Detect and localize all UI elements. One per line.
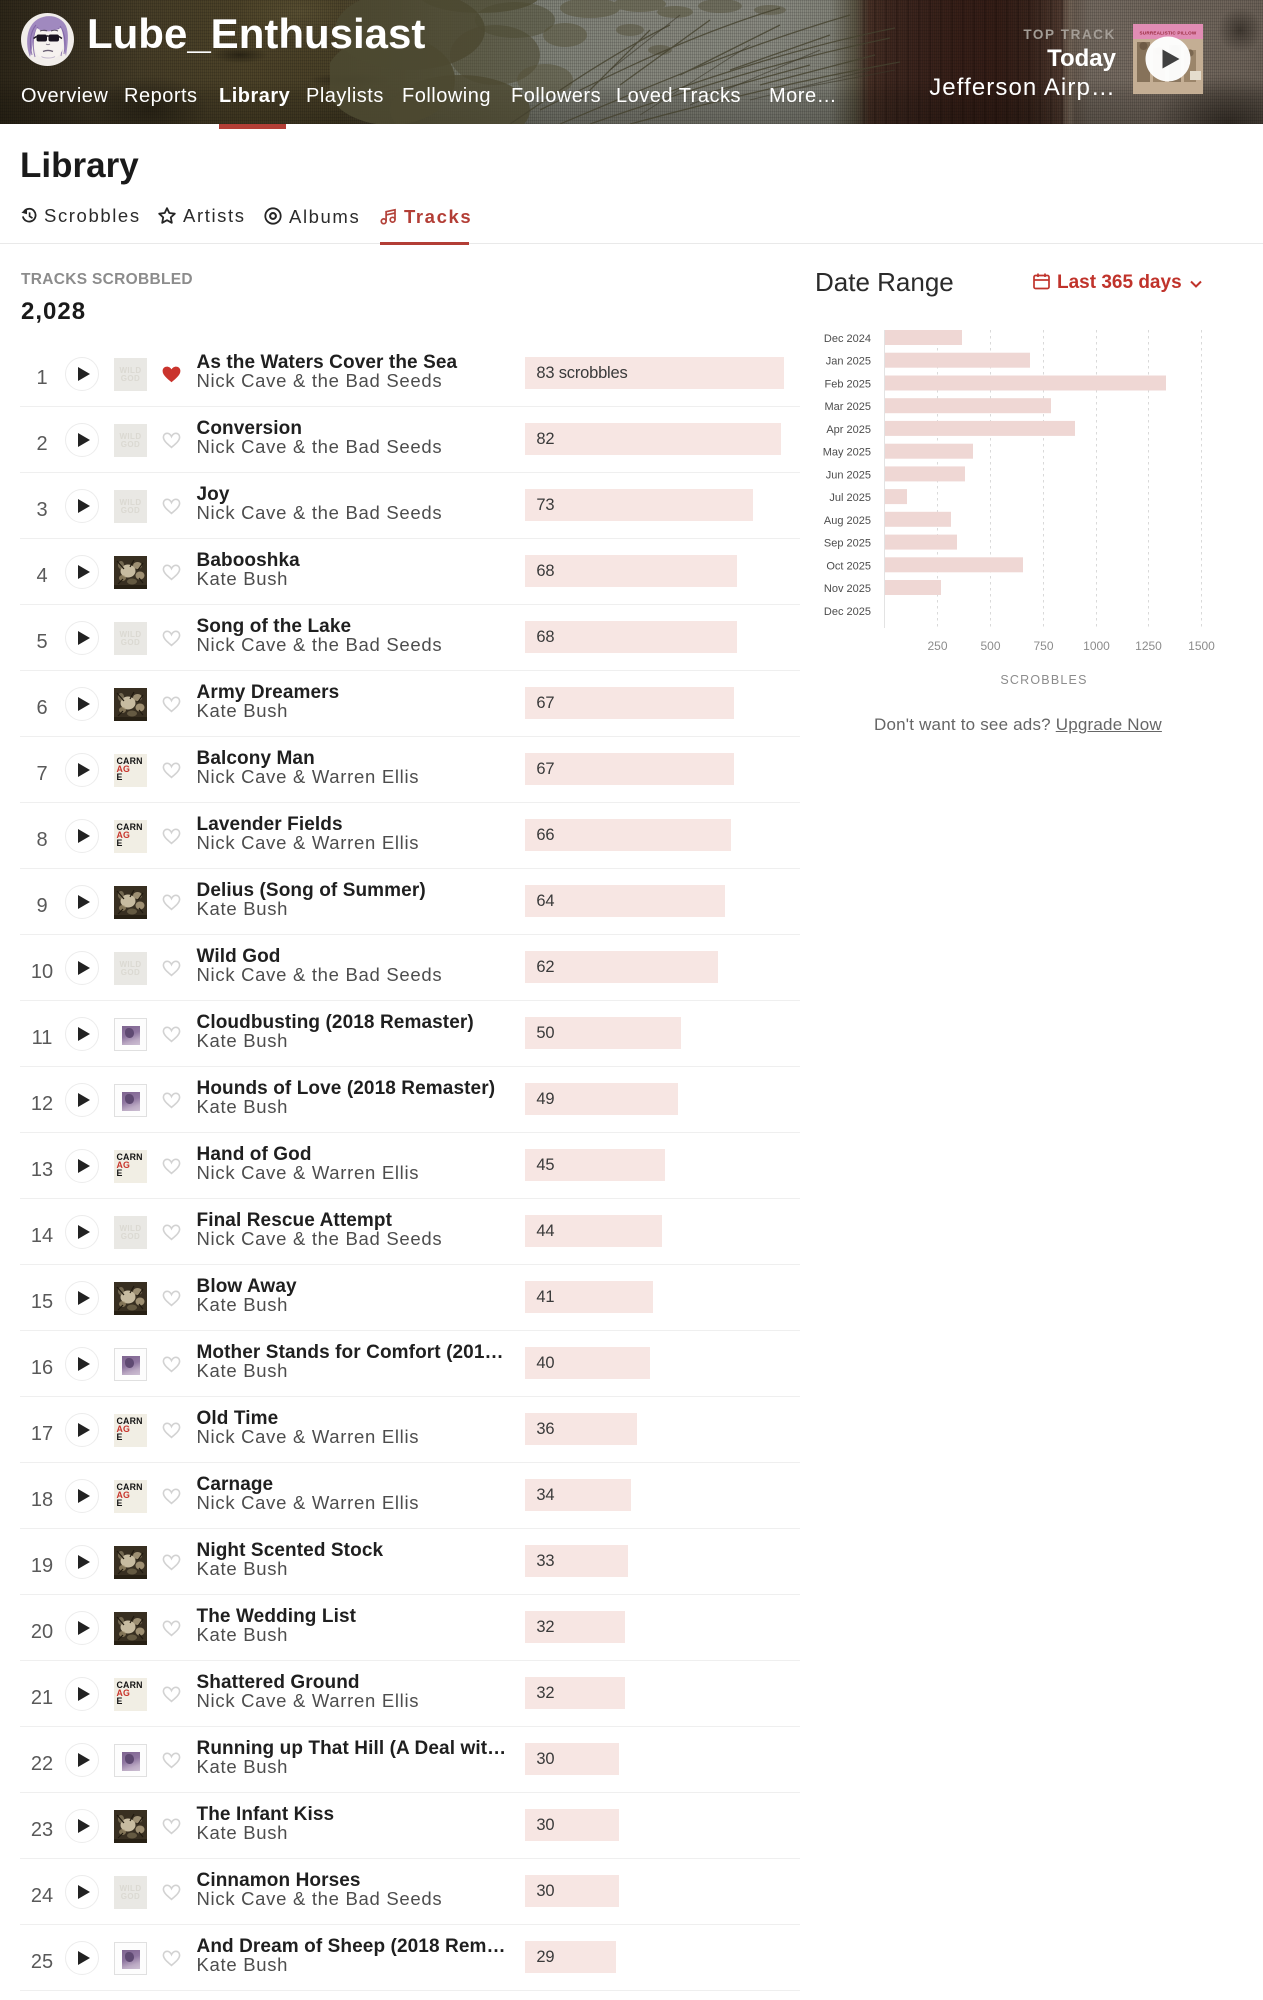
svg-text:Jul 2025: Jul 2025 xyxy=(829,492,871,504)
svg-text:Dec 2025: Dec 2025 xyxy=(824,606,871,618)
svg-text:SCROBBLES: SCROBBLES xyxy=(1000,673,1087,687)
svg-text:1500: 1500 xyxy=(1188,639,1215,653)
svg-text:Apr 2025: Apr 2025 xyxy=(826,424,871,436)
svg-text:Jan 2025: Jan 2025 xyxy=(826,356,871,368)
svg-text:1250: 1250 xyxy=(1135,639,1162,653)
svg-text:500: 500 xyxy=(980,639,1000,653)
svg-text:1000: 1000 xyxy=(1083,639,1110,653)
svg-text:Sep 2025: Sep 2025 xyxy=(824,538,871,550)
svg-text:Feb 2025: Feb 2025 xyxy=(825,379,871,391)
svg-text:SURREALISTIC PILLOW: SURREALISTIC PILLOW xyxy=(1140,31,1197,36)
svg-text:Aug 2025: Aug 2025 xyxy=(824,515,871,527)
svg-text:Mar 2025: Mar 2025 xyxy=(825,401,871,413)
svg-text:Oct 2025: Oct 2025 xyxy=(826,560,871,572)
svg-text:750: 750 xyxy=(1033,639,1053,653)
svg-text:Nov 2025: Nov 2025 xyxy=(824,583,871,595)
svg-text:Dec 2024: Dec 2024 xyxy=(824,333,871,345)
svg-text:Jun 2025: Jun 2025 xyxy=(826,469,871,481)
svg-text:May 2025: May 2025 xyxy=(823,447,871,459)
svg-text:250: 250 xyxy=(927,639,947,653)
